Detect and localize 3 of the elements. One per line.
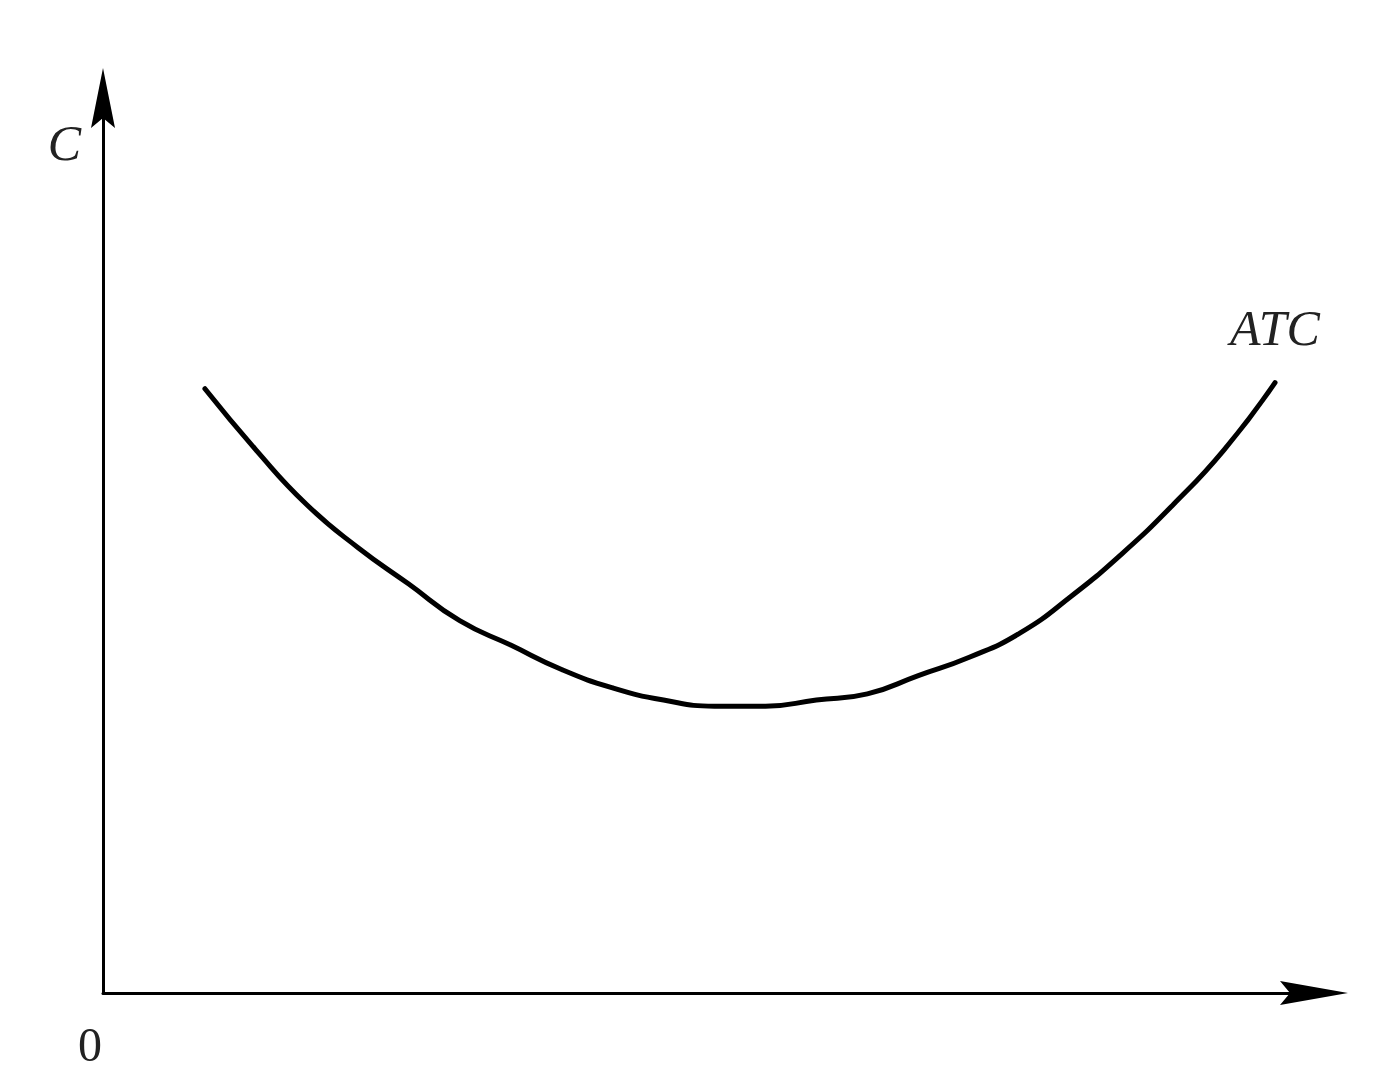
y-axis-title: C: [47, 115, 82, 171]
text: 0: [78, 1017, 102, 1071]
series-label: ATC: [1227, 299, 1321, 356]
